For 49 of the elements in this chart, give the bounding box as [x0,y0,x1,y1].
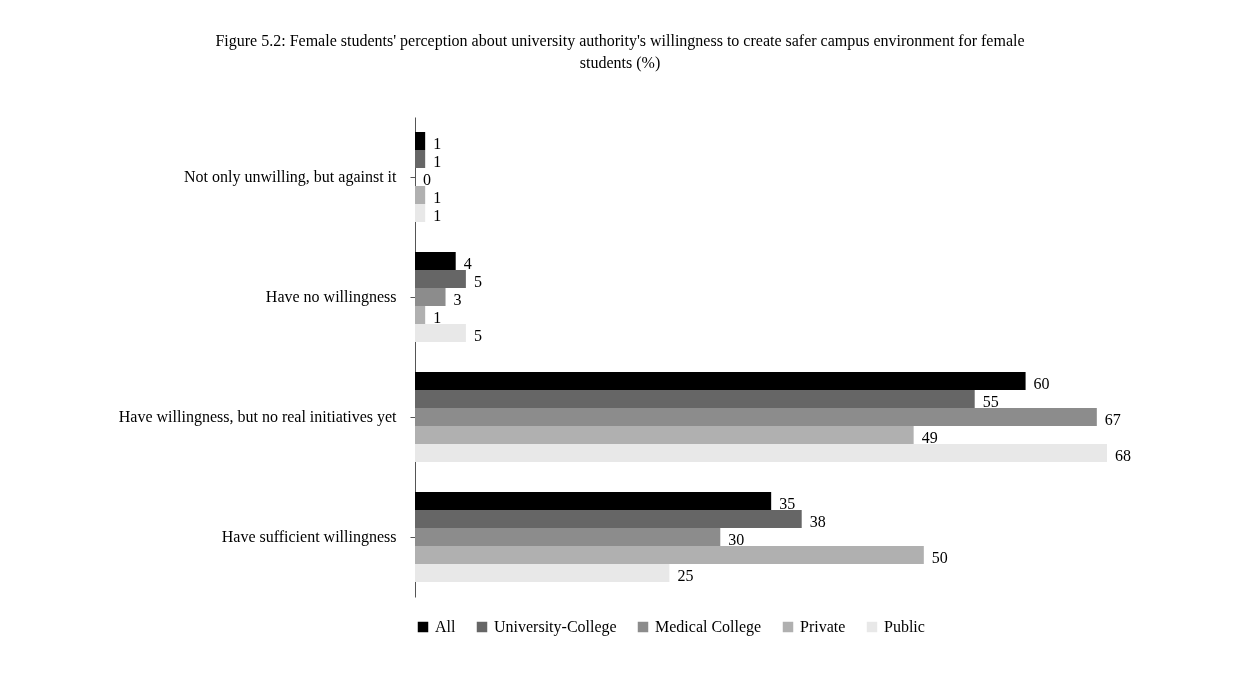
bar [415,426,914,444]
data-label: 3 [453,291,462,308]
y-tick-label: Have willingness, but no real initiatives yet [118,408,398,426]
legend-label: Public [884,618,925,635]
data-label: 68 [1115,447,1131,464]
bar [415,510,802,528]
data-label: 35 [779,495,796,512]
data-label: 60 [1033,375,1050,392]
data-label: 1 [433,153,442,170]
y-tick-label: Have no willingness [265,288,397,306]
data-label: 1 [433,207,442,224]
bar [415,306,426,324]
data-label: 1 [433,189,442,206]
chart-title: Figure 5.2: Female students' perception about university authority's willingness to create safer campus environment for female students (%) [214,31,1026,74]
bar [415,492,772,510]
y-tick-label: Have sufficient willingness [221,528,397,546]
data-label: 38 [809,513,826,530]
bar [415,528,721,546]
bar [415,204,426,222]
y-tick-label: Not only unwilling, but against it [184,168,398,186]
legend-label: All [435,618,456,635]
legend-label: Medical College [655,618,762,636]
bar [415,132,426,150]
bar [415,408,1097,426]
data-label: 5 [473,273,482,290]
legend-label: University-College [494,618,617,636]
data-label: 55 [982,393,999,410]
bar [415,252,456,270]
bar [415,288,446,306]
data-label: 1 [433,309,442,326]
data-label: 5 [473,327,482,344]
data-label: 30 [728,531,745,548]
data-label: 1 [433,135,442,152]
bar [415,270,466,288]
data-label: 4 [463,255,472,272]
bar [415,150,426,168]
legend-label: Private [800,618,846,635]
bar [415,390,975,408]
bar [415,444,1107,462]
bar [415,324,466,342]
data-label: 50 [931,549,948,566]
data-label: 0 [423,171,431,188]
data-label: 49 [921,429,938,446]
bar [415,186,426,204]
bar [415,546,924,564]
data-label: 67 [1104,411,1121,428]
data-label: 25 [677,567,694,584]
bar [415,564,670,582]
bar [415,372,1026,390]
